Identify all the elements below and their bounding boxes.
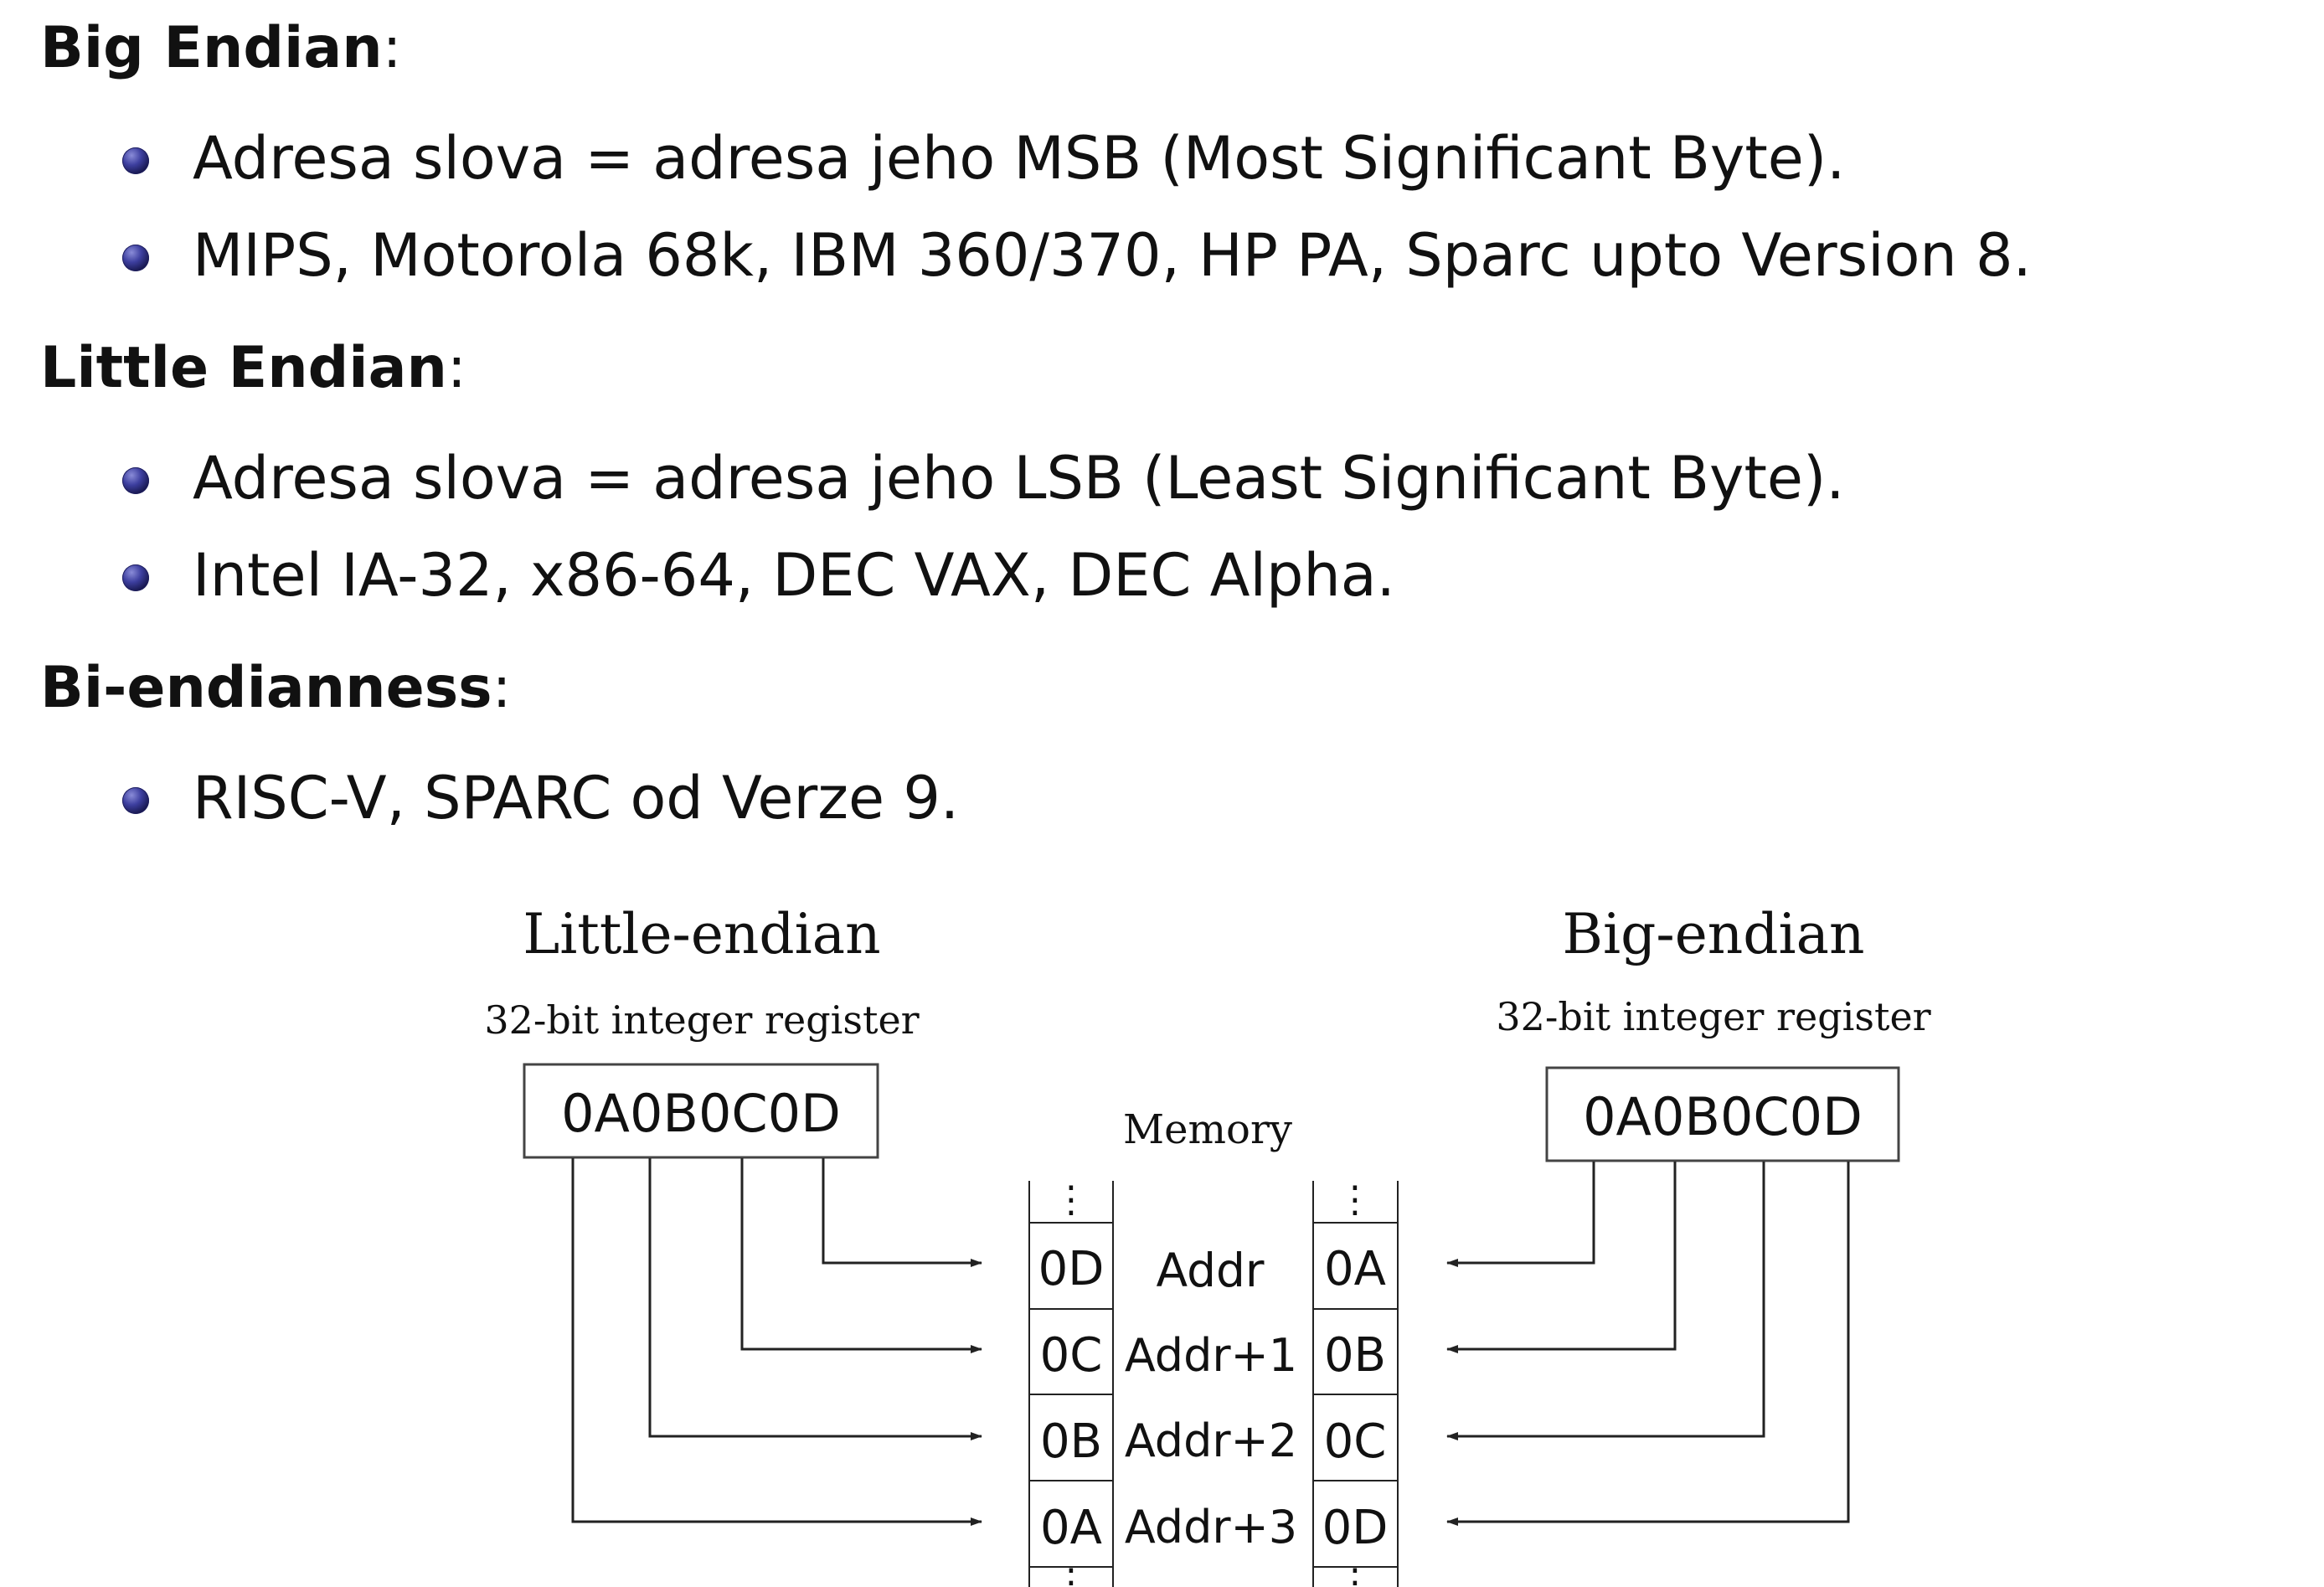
list-item: Adresa slova = adresa jeho LSB (Least Si… [114,449,1845,516]
list-item: RISC-V, SPARC od Verze 9. [114,769,959,836]
little-endian-register-label: 32-bit integer register [484,997,919,1043]
little-endian-register-value: 0A0B0C0D [561,1083,841,1144]
list-item-text: MIPS, Motorola 68k, IBM 360/370, HP PA, … [193,221,2032,290]
little-endian-arrow-0A [571,1158,982,1526]
list-item-text: Adresa slova = adresa jeho MSB (Most Sig… [193,124,1846,193]
section-title: Bi-endianness [40,655,492,721]
list-item: Intel IA-32, x86-64, DEC VAX, DEC Alpha. [114,546,1395,613]
big-endian-title: Big-endian [1563,902,1865,966]
bullet-icon [122,245,149,271]
list-item: MIPS, Motorola 68k, IBM 360/370, HP PA, … [114,226,2032,293]
section-heading-bi-endianness: Bi-endianness: [40,660,512,717]
bullet-icon [122,787,149,814]
memory-ellipsis-icon: ⋮ [1337,1178,1373,1221]
memory-address-label: Addr+3 [1125,1501,1297,1554]
memory-left-byte: 0A [1040,1501,1102,1555]
memory-right-byte: 0D [1322,1501,1389,1555]
section-heading-big-endian: Big Endian: [40,20,402,77]
big-endian-arrow-0B [1446,1162,1677,1353]
big-endian-register-label: 32-bit integer register [1496,994,1930,1039]
memory-right-byte: 0A [1324,1242,1386,1296]
section-title: Big Endian [40,15,383,81]
memory-address-label: Addr+2 [1125,1414,1297,1467]
memory-ellipsis-icon: ⋮ [1053,1178,1090,1221]
memory-left-byte: 0C [1040,1328,1103,1383]
memory-right-byte: 0B [1324,1328,1386,1383]
list-item: Adresa slova = adresa jeho MSB (Most Sig… [114,129,1845,196]
big-endian-register-box [1545,1066,1900,1162]
section-colon: : [446,335,466,401]
little-endian-arrow-0C [740,1158,982,1353]
section-colon: : [382,15,402,81]
list-item-text: RISC-V, SPARC od Verze 9. [193,764,960,832]
section-title: Little Endian [40,335,447,401]
little-endian-title: Little-endian [523,902,880,966]
memory-left-byte: 0B [1040,1414,1102,1469]
bullet-icon [122,564,149,591]
memory-title: Memory [1123,1106,1292,1153]
little-endian-register-box [523,1063,879,1159]
bullet-icon [122,147,149,174]
memory-ellipsis-icon: ⋮ [1053,1561,1090,1587]
memory-left-byte: 0D [1038,1242,1105,1296]
big-endian-arrow-0C [1446,1162,1765,1440]
list-item-text: Adresa slova = adresa jeho LSB (Least Si… [193,444,1845,513]
list-item-text: Intel IA-32, x86-64, DEC VAX, DEC Alpha. [193,541,1395,610]
little-endian-arrow-0D [822,1158,982,1267]
memory-address-label: Addr [1156,1244,1264,1297]
section-colon: : [492,655,512,721]
memory-address-label: Addr+1 [1125,1329,1297,1382]
memory-ellipsis-icon: ⋮ [1337,1561,1373,1587]
bullet-icon [122,467,149,494]
memory-right-byte: 0C [1324,1414,1387,1469]
big-endian-register-value: 0A0B0C0D [1583,1086,1863,1147]
little-endian-arrow-0B [648,1158,982,1440]
big-endian-arrow-0A [1446,1162,1595,1267]
section-heading-little-endian: Little Endian: [40,340,466,397]
big-endian-arrow-0D [1446,1162,1850,1526]
